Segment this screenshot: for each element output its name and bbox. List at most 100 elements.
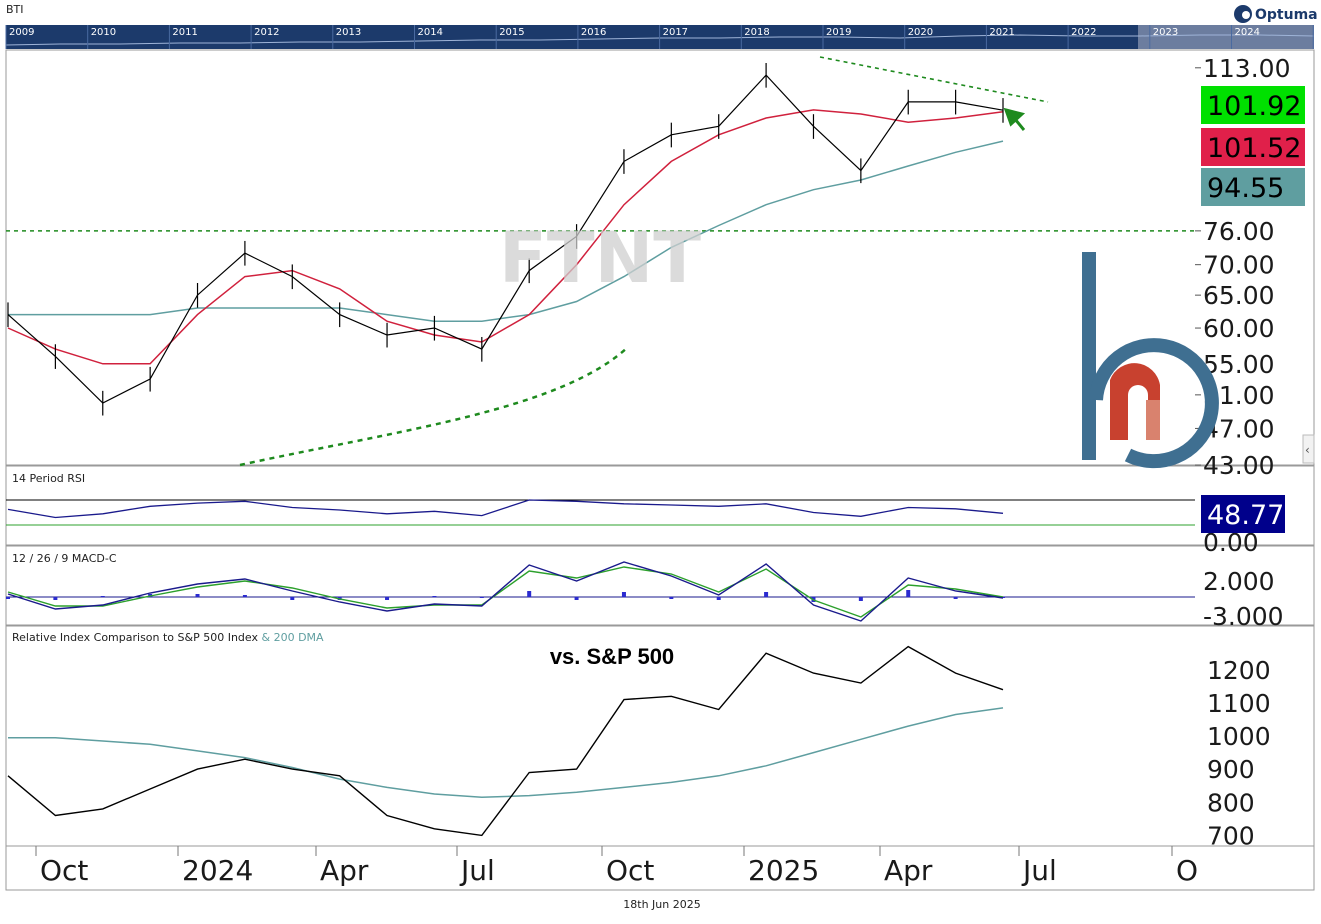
year-label: 2017 — [663, 27, 688, 38]
ma200-line — [8, 140, 1004, 322]
rsi-value-badge — [1201, 495, 1285, 533]
year-label: 2016 — [581, 27, 606, 38]
year-label: 2024 — [1235, 27, 1260, 38]
panel-frames — [5, 49, 1315, 891]
value-badge-label: 101.92 — [1207, 91, 1301, 122]
relative-tick-label: 800 — [1207, 788, 1255, 817]
value-badge — [1201, 168, 1305, 206]
curved-support-line — [239, 346, 629, 467]
value-badge — [1201, 86, 1305, 124]
x-tick-label: 2025 — [748, 854, 819, 887]
price-line — [7, 74, 1004, 404]
macd-title: 12 / 26 / 9 MACD-C — [12, 552, 117, 565]
arrow-icon — [1003, 107, 1026, 131]
ticker-label: BTI — [6, 3, 24, 16]
x-tick-label: Apr — [320, 854, 369, 887]
macd-histogram-bar — [669, 597, 674, 599]
x-tick-label: Jul — [1021, 854, 1057, 887]
x-tick-label: Oct — [40, 854, 88, 887]
year-label: 2021 — [989, 27, 1014, 38]
year-label: 2025 — [1316, 27, 1321, 38]
value-badge — [1201, 128, 1305, 166]
year-label: 2010 — [91, 27, 116, 38]
ma50-line — [7, 109, 1004, 365]
macd-histogram-bar — [432, 596, 437, 597]
macd-histogram-bar — [385, 597, 390, 600]
macd-histogram-bar — [574, 597, 579, 600]
macd-histogram-bar — [195, 594, 200, 597]
relative-title-suffix: & 200 DMA — [262, 631, 325, 644]
year-label: 2015 — [499, 27, 524, 38]
year-label: 2018 — [744, 27, 769, 38]
macd-histogram-bar — [100, 596, 105, 597]
relative-tick-label: 1100 — [1207, 689, 1271, 718]
relative-line — [7, 645, 1004, 837]
macd-histogram-bar — [716, 597, 721, 600]
resistance-trendline — [819, 56, 1049, 103]
year-label: 2011 — [172, 27, 197, 38]
macd-histogram-bar — [242, 595, 247, 597]
relative-tick-label: 1200 — [1207, 656, 1271, 685]
timeline-bar[interactable]: 2009 2010 2011 2012 2013 2014 2015 2016 2017 2018… — [5, 25, 1321, 49]
macd-line — [7, 561, 1004, 622]
year-label: 2013 — [336, 27, 361, 38]
year-label: 2023 — [1153, 27, 1178, 38]
year-label: 2019 — [826, 27, 851, 38]
macd-histogram-bar — [764, 592, 769, 597]
macd-panel[interactable]: 12 / 26 / 9 MACD-C 2.000 -3.000 — [6, 552, 1284, 631]
price-tick-label: 65.00 — [1203, 281, 1275, 310]
price-tick-label: 76.00 — [1203, 217, 1275, 246]
relative-tick-label: 700 — [1207, 821, 1255, 850]
x-tick-label: 2024 — [182, 854, 253, 887]
panel-border — [5, 49, 1315, 466]
price-tick-label: 60.00 — [1203, 314, 1275, 343]
relative-panel[interactable]: Relative Index Comparison to S&P 500 Ind… — [7, 631, 1271, 850]
chevron-left-icon: ‹ — [1305, 443, 1310, 457]
rsi-title: 14 Period RSI — [12, 472, 85, 485]
macd-tick-label: 2.000 — [1203, 567, 1275, 596]
panel-border — [5, 465, 1315, 546]
macd-histogram-bar — [527, 591, 532, 597]
vs-sp500-annotation: vs. S&P 500 — [550, 644, 674, 669]
macd-histogram-bar — [621, 592, 626, 597]
macd-histogram-bar — [290, 597, 295, 600]
footer-date: 18th Jun 2025 — [623, 898, 700, 911]
price-tick-label: 113.00 — [1203, 54, 1290, 83]
price-tick-label: 70.00 — [1203, 251, 1275, 280]
price-tick-label: 55.00 — [1203, 350, 1275, 379]
macd-signal-line — [7, 566, 1004, 618]
x-axis: Oct 2024 Apr Jul Oct 2025 Apr Jul O — [35, 846, 1198, 887]
year-label: 2009 — [9, 27, 34, 38]
macd-histogram-bar — [53, 597, 58, 600]
rsi-value-label: 48.77 — [1207, 500, 1284, 531]
rsi-line — [7, 499, 1004, 519]
relative-tick-label: 900 — [1207, 755, 1255, 784]
scroll-handle[interactable]: ‹ — [1302, 434, 1315, 464]
relative-title: Relative Index Comparison to S&P 500 Ind… — [12, 631, 324, 644]
macd-histogram-bar — [858, 597, 863, 601]
brand-logo: Optuma — [1234, 5, 1318, 23]
brand-name: Optuma — [1255, 7, 1318, 23]
year-label: 2012 — [254, 27, 279, 38]
x-tick-label: Jul — [459, 854, 495, 887]
macd-histogram-bar — [906, 590, 911, 597]
macd-histogram-bar — [479, 597, 484, 598]
relative-200dma-line — [8, 707, 1004, 799]
year-label: 2020 — [908, 27, 933, 38]
x-tick-label: Oct — [606, 854, 654, 887]
bp-logo — [1082, 252, 1219, 469]
value-badge-label: 94.55 — [1207, 173, 1284, 204]
watermark: FTNT — [499, 217, 701, 299]
price-tick-label: 43.00 — [1203, 451, 1275, 480]
value-badge-label: 101.52 — [1207, 133, 1301, 164]
x-tick-label: Apr — [884, 854, 933, 887]
year-label: 2014 — [418, 27, 443, 38]
macd-histogram-bar — [6, 597, 10, 599]
macd-histogram-bar — [953, 597, 958, 599]
x-axis-border — [5, 845, 1315, 891]
macd-tick-label: -3.000 — [1203, 602, 1284, 631]
x-tick-label: O — [1176, 854, 1198, 887]
relative-tick-label: 1000 — [1207, 722, 1271, 751]
